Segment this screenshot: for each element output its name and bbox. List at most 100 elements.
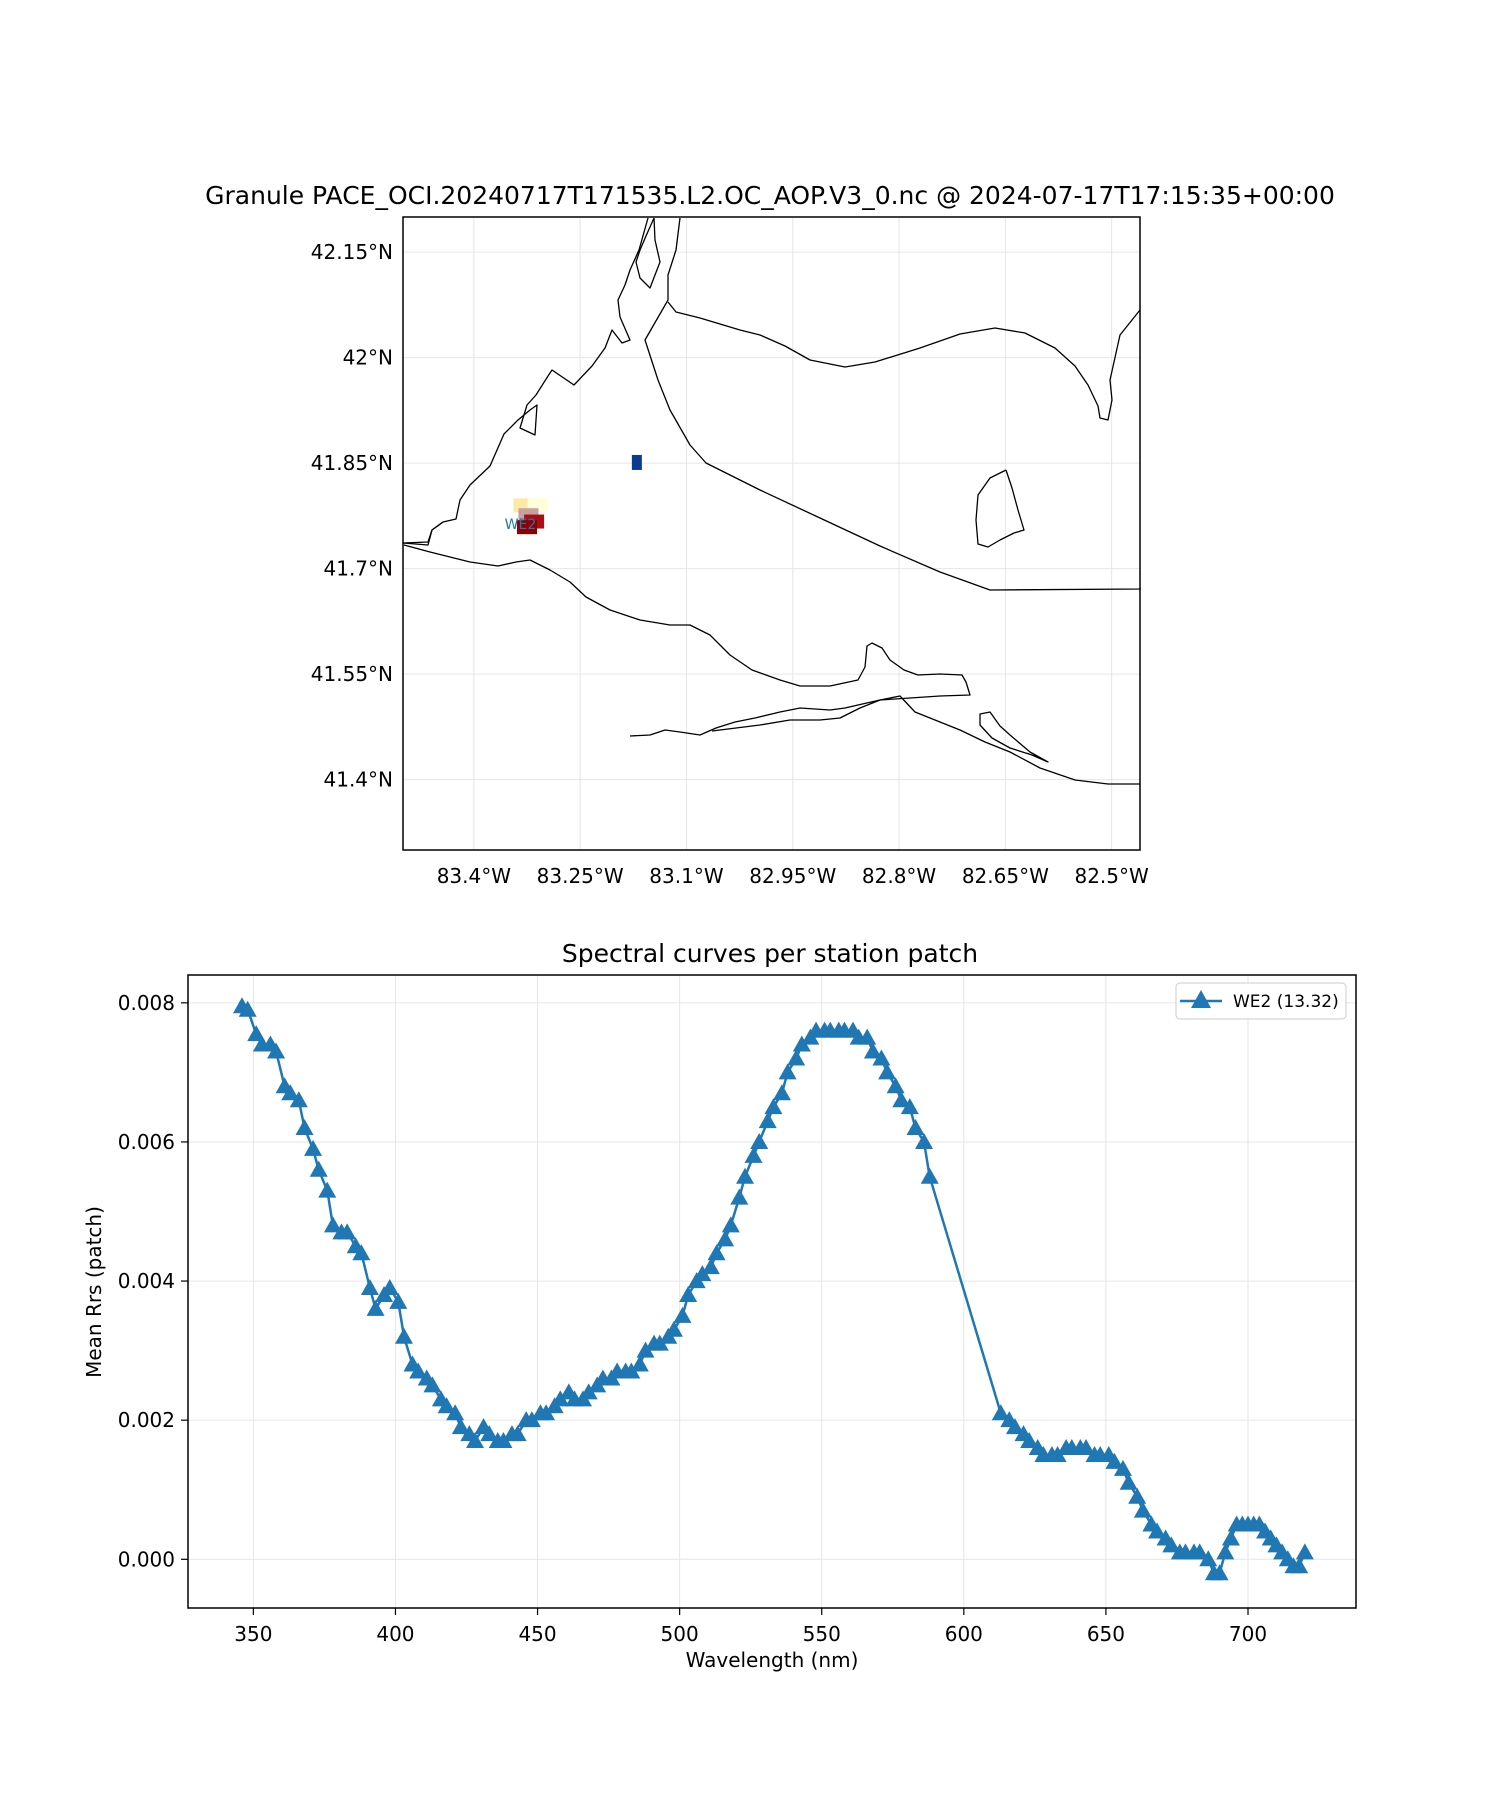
data-point bbox=[1005, 1418, 1024, 1435]
data-point bbox=[522, 1411, 541, 1428]
coastline-detroit-river-island bbox=[635, 217, 661, 289]
data-point bbox=[380, 1279, 399, 1296]
data-point bbox=[1295, 1543, 1314, 1560]
spectral-frame bbox=[187, 974, 1357, 1609]
data-point bbox=[772, 1084, 791, 1101]
map-ytick-label: 41.4°N bbox=[324, 768, 394, 792]
data-point bbox=[289, 1091, 308, 1108]
data-point bbox=[1119, 1473, 1138, 1490]
data-point bbox=[636, 1341, 655, 1358]
data-point bbox=[318, 1181, 337, 1198]
data-point bbox=[1199, 1550, 1218, 1567]
map-tick-labels: 83.4°W 83.25°W 83.1°W 82.95°W 82.8°W 82.65°W 8… bbox=[311, 240, 1149, 888]
data-point bbox=[863, 1042, 882, 1059]
data-point bbox=[787, 1049, 806, 1066]
data-point bbox=[480, 1425, 499, 1442]
legend-label: WE2 (13.32) bbox=[1233, 992, 1339, 1012]
map-pixel bbox=[631, 454, 642, 470]
data-point bbox=[394, 1327, 413, 1344]
data-point bbox=[886, 1077, 905, 1094]
map-ytick-label: 42.15°N bbox=[311, 240, 393, 264]
map-frame bbox=[402, 216, 1141, 851]
map-gridlines bbox=[403, 217, 1140, 850]
coastline-ontario-north bbox=[667, 301, 1141, 421]
data-point bbox=[437, 1397, 456, 1414]
data-point bbox=[750, 1132, 769, 1149]
spec-xtick-label: 350 bbox=[234, 1622, 272, 1646]
spectral-gridlines bbox=[188, 975, 1356, 1608]
data-point bbox=[281, 1084, 300, 1101]
legend-box bbox=[1175, 982, 1347, 1020]
data-point bbox=[1077, 1439, 1096, 1456]
data-point bbox=[991, 1404, 1010, 1421]
map-xtick-label: 82.65°W bbox=[962, 864, 1049, 888]
data-point bbox=[892, 1091, 911, 1108]
data-point bbox=[622, 1362, 641, 1379]
data-point bbox=[730, 1188, 749, 1205]
map-xtick-label: 82.8°W bbox=[862, 864, 937, 888]
spec-ytick-label: 0.008 bbox=[118, 991, 175, 1015]
map-xtick-label: 82.95°W bbox=[749, 864, 836, 888]
coastline-michigan bbox=[402, 217, 649, 544]
data-point bbox=[1221, 1529, 1240, 1546]
map-ytick-label: 42°N bbox=[343, 346, 393, 370]
data-point bbox=[1162, 1536, 1181, 1553]
y-axis-label: Mean Rrs (patch) bbox=[82, 1206, 106, 1378]
coastline-sandusky bbox=[979, 711, 1049, 763]
data-point bbox=[858, 1028, 877, 1045]
data-point bbox=[721, 1216, 740, 1233]
spectral-series bbox=[232, 997, 1314, 1581]
data-point bbox=[664, 1320, 683, 1337]
data-point bbox=[764, 1098, 783, 1115]
data-point bbox=[1290, 1557, 1309, 1574]
data-point bbox=[915, 1132, 934, 1149]
data-point bbox=[693, 1265, 712, 1282]
data-point bbox=[1048, 1445, 1067, 1462]
data-point bbox=[551, 1390, 570, 1407]
spectral-panel: Spectral curves per station patch 350 400… bbox=[82, 939, 1357, 1672]
spec-ytick-label: 0.002 bbox=[118, 1408, 175, 1432]
data-point bbox=[872, 1049, 891, 1066]
data-point bbox=[630, 1355, 649, 1372]
data-point bbox=[409, 1362, 428, 1379]
data-point bbox=[309, 1160, 328, 1177]
data-point bbox=[920, 1167, 939, 1184]
map-panel: Granule PACE_OCI.20240717T171535.L2.OC_A… bbox=[205, 181, 1335, 888]
data-point bbox=[701, 1258, 720, 1275]
data-point bbox=[679, 1285, 698, 1302]
map-xtick-label: 83.4°W bbox=[437, 864, 512, 888]
coastline-marblehead bbox=[711, 695, 1140, 785]
map-xtick-label: 82.5°W bbox=[1074, 864, 1149, 888]
data-point bbox=[792, 1035, 811, 1052]
data-point bbox=[906, 1119, 925, 1136]
data-point bbox=[338, 1223, 357, 1240]
data-point bbox=[1020, 1432, 1039, 1449]
data-point bbox=[304, 1139, 323, 1156]
data-point bbox=[650, 1334, 669, 1351]
data-point bbox=[466, 1432, 485, 1449]
data-point bbox=[366, 1299, 385, 1316]
spec-ytick-label: 0.006 bbox=[118, 1130, 175, 1154]
data-point bbox=[1190, 1543, 1209, 1560]
spec-xtick-label: 500 bbox=[661, 1622, 699, 1646]
data-point bbox=[451, 1418, 470, 1435]
legend: WE2 (13.32) bbox=[1175, 982, 1347, 1020]
spectral-tick-labels: 350 400 450 500 550 600 650 700 0.000 0.002 0.004 0… bbox=[118, 991, 1267, 1646]
map-ytick-label: 41.7°N bbox=[324, 557, 394, 581]
data-point bbox=[508, 1425, 527, 1442]
map-pixels bbox=[513, 454, 642, 535]
data-point bbox=[494, 1432, 513, 1449]
data-point bbox=[778, 1063, 797, 1080]
data-point bbox=[1128, 1487, 1147, 1504]
data-point bbox=[267, 1042, 286, 1059]
data-point bbox=[673, 1306, 692, 1323]
spec-xtick-label: 650 bbox=[1087, 1622, 1125, 1646]
data-point bbox=[1105, 1452, 1124, 1469]
station-label: WE2 bbox=[505, 517, 537, 533]
data-point bbox=[744, 1146, 763, 1163]
data-point bbox=[736, 1167, 755, 1184]
data-point bbox=[1210, 1564, 1229, 1581]
map-ytick-label: 41.55°N bbox=[311, 662, 393, 686]
legend-marker bbox=[1191, 990, 1211, 1008]
